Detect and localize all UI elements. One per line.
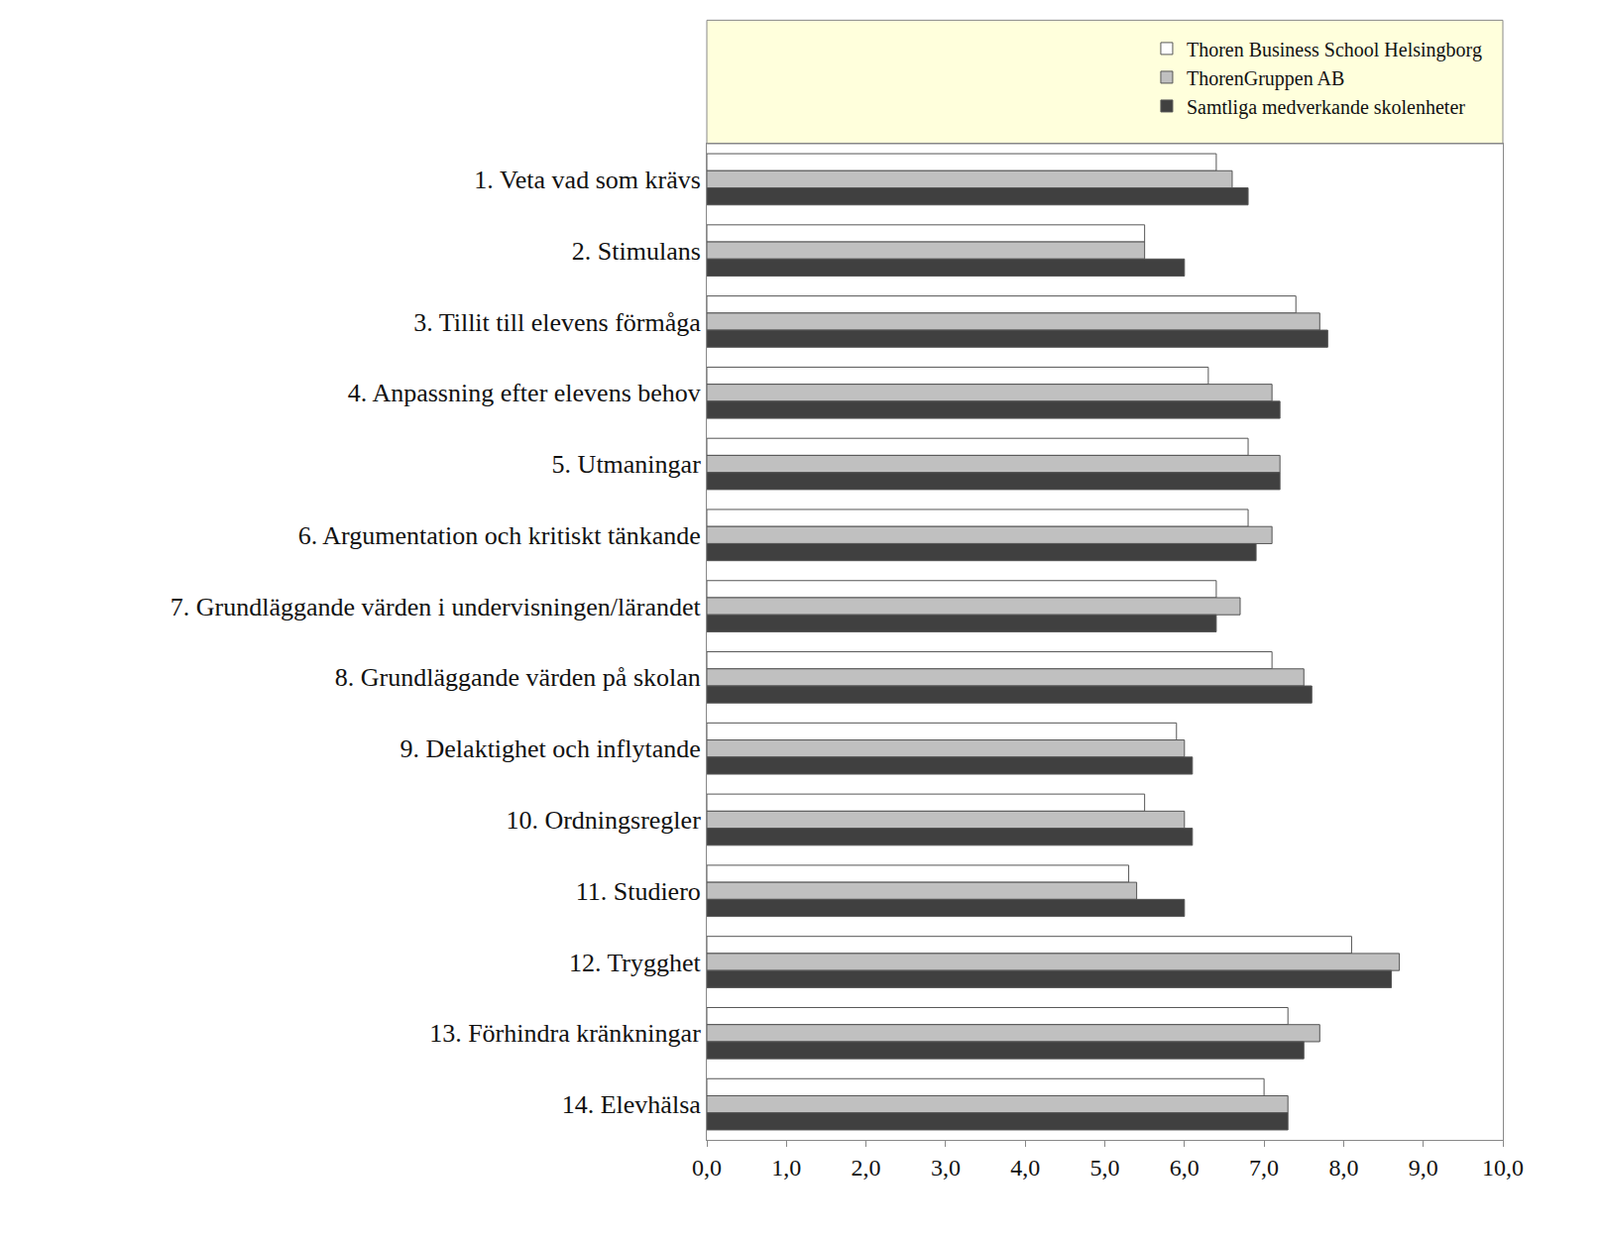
svg-text:10,0: 10,0 xyxy=(1482,1154,1524,1181)
svg-text:Thoren Business School Helsing: Thoren Business School Helsingborg xyxy=(1186,38,1483,62)
svg-text:11. Studiero: 11. Studiero xyxy=(575,877,701,907)
svg-text:Samtliga medverkande skolenhet: Samtliga medverkande skolenheter xyxy=(1186,96,1466,119)
svg-text:6,0: 6,0 xyxy=(1169,1154,1200,1181)
svg-text:9. Delaktighet och inflytande: 9. Delaktighet och inflytande xyxy=(400,734,701,764)
svg-text:14. Elevhälsa: 14. Elevhälsa xyxy=(562,1090,702,1120)
svg-text:5,0: 5,0 xyxy=(1090,1154,1121,1181)
svg-text:9,0: 9,0 xyxy=(1408,1154,1439,1181)
svg-text:2. Stimulans: 2. Stimulans xyxy=(571,236,701,266)
svg-text:ThorenGruppen AB: ThorenGruppen AB xyxy=(1186,67,1345,91)
svg-text:13. Förhindra kränkningar: 13. Förhindra kränkningar xyxy=(429,1019,701,1048)
svg-text:10. Ordningsregler: 10. Ordningsregler xyxy=(505,805,701,835)
svg-text:7. Grundläggande värden i unde: 7. Grundläggande värden i undervisningen… xyxy=(170,592,702,622)
svg-text:3,0: 3,0 xyxy=(930,1154,961,1181)
svg-text:4,0: 4,0 xyxy=(1010,1154,1040,1181)
svg-text:4. Anpassning efter elevens be: 4. Anpassning efter elevens behov xyxy=(347,378,701,408)
svg-text:0,0: 0,0 xyxy=(691,1154,722,1181)
svg-text:7,0: 7,0 xyxy=(1249,1154,1279,1181)
svg-text:1. Veta vad som krävs: 1. Veta vad som krävs xyxy=(473,165,700,195)
svg-text:5. Utmaningar: 5. Utmaningar xyxy=(552,450,702,479)
svg-text:12. Trygghet: 12. Trygghet xyxy=(569,948,702,978)
svg-text:1,0: 1,0 xyxy=(771,1154,801,1181)
svg-text:8,0: 8,0 xyxy=(1328,1154,1359,1181)
svg-text:3. Tillit till elevens förmåga: 3. Tillit till elevens förmåga xyxy=(413,308,701,338)
svg-text:8. Grundläggande värden på sko: 8. Grundläggande värden på skolan xyxy=(335,663,701,692)
svg-text:6. Argumentation och kritiskt: 6. Argumentation och kritiskt tänkande xyxy=(298,521,701,551)
svg-text:2,0: 2,0 xyxy=(851,1154,882,1181)
